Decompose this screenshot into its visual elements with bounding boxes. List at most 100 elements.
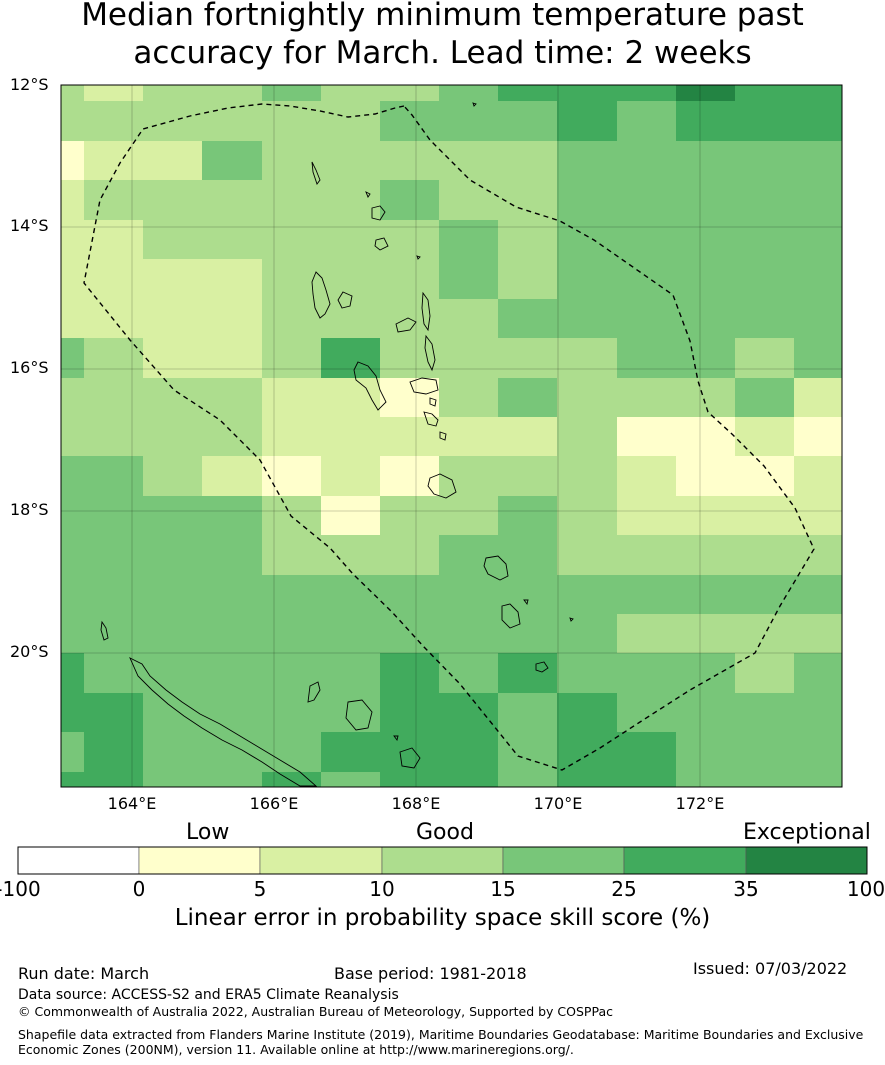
grid-cell [439,180,499,221]
grid-cell [61,338,85,379]
grid-cell [617,693,677,733]
grid-cell [84,496,144,536]
grid-cell [735,456,795,497]
grid-cell [439,653,499,694]
island-malekula [353,361,387,411]
grid-cell [498,496,558,536]
grid-cell [498,141,558,181]
grid-cell [617,535,677,576]
grid-cell [498,653,558,694]
colorbar-tick: 25 [611,877,637,901]
run-date: Run date: March [18,964,150,983]
grid-cell [735,299,795,339]
grid-cell [321,772,381,788]
grid-cell [143,535,203,576]
grid-cell [735,378,795,418]
grid-cell [557,259,618,300]
grid-cell [380,180,440,221]
grid-cell [380,456,440,497]
grid-cell [794,299,843,339]
grid-cell [321,456,381,497]
colorbar [17,846,868,875]
grid-cell [380,220,440,260]
grid-cell [380,772,440,788]
colorbar-swatch [502,846,625,875]
grid-cell [380,496,440,536]
grid-cell [262,535,322,576]
lat-label-14s: 14°S [10,216,49,235]
data-source: Data source: ACCESS-S2 and ERA5 Climate … [18,987,399,1003]
grid-cell [202,180,263,221]
grid-cell [61,180,85,221]
grid-cell [143,496,203,536]
island-new-caledonia [129,657,318,787]
grid-cell [794,220,843,260]
grid-cell [735,180,795,221]
grid-cell [84,732,144,773]
grid-cell [262,772,322,788]
grid-cell [557,378,618,418]
grid-cell [321,496,381,536]
grid-cell [321,535,381,576]
lat-label-16s: 16°S [10,358,49,377]
grid-cell [202,338,263,379]
island-aneityum [535,661,549,673]
grid-cell [557,732,618,773]
colorbar-swatch [623,846,747,875]
grid-cell [617,180,677,221]
grid-cell [143,732,203,773]
grid-cell [143,772,203,788]
grid-cell [61,772,85,788]
grid-cell [439,496,499,536]
grid-cell [321,141,381,181]
grid-cell [202,653,263,694]
grid-cell [498,259,558,300]
grid-cell [262,85,322,102]
grid-cell [439,141,499,181]
lon-label-164e: 164°E [107,794,157,813]
lon-label-172e: 172°E [675,794,725,813]
grid-cell [557,456,618,497]
grid-cell [439,614,499,654]
grid-cell [202,614,263,654]
grid-cell [262,653,322,694]
grid-cell [262,259,322,300]
island-ambrym [409,377,439,395]
grid-cell [439,693,499,733]
colorbar-tick: 100 [846,877,885,901]
grid-cell [794,732,843,773]
grid-cell [617,338,677,379]
grid-cell [498,338,558,379]
lon-label-166e: 166°E [249,794,299,813]
grid-cell [498,85,558,102]
grid-cell [794,614,843,654]
grid-cell [380,141,440,181]
grid-cell [202,259,263,300]
grid-cell [794,417,843,457]
grid-cell [676,378,736,418]
grid-cell [557,180,618,221]
island-small-1 [472,102,477,107]
grid-cell [676,693,736,733]
grid-cell [202,141,263,181]
grid-cell [321,180,381,221]
grid-cell [61,417,85,457]
grid-cell [321,417,381,457]
grid-cell [557,141,618,181]
grid-cell [498,693,558,733]
grid-cell [84,417,144,457]
grid-cell [794,456,843,497]
copyright: © Commonwealth of Australia 2022, Austra… [18,1004,613,1019]
grid-cell [557,220,618,260]
grid-cell [61,220,85,260]
title-line-2: accuracy for March. Lead time: 2 weeks [133,35,752,71]
grid-cell [262,141,322,181]
grid-cell [617,772,677,788]
chart-title: Median fortnightly minimum temperature p… [0,0,885,72]
grid-cell [143,456,203,497]
grid-cell [439,85,499,102]
grid-cell [262,456,322,497]
coastlines [100,102,574,787]
grid-cell [143,417,203,457]
